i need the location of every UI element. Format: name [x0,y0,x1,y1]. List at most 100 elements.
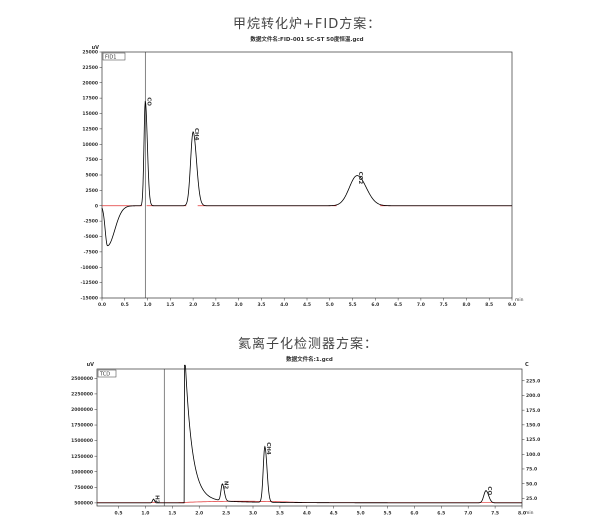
fid-x-tick-label: 5.5 [349,302,357,308]
hid-x-tick-label: 3.0 [249,511,257,517]
hid-y2-tick-label: 50.0 [526,481,537,487]
fid-y-tick-label: 10000 [82,142,98,148]
hid-y-tick-label: 1250000 [71,454,93,460]
fid-x-tick-label: 4.0 [280,302,288,308]
hid-x-tick-label: 4.0 [303,511,311,517]
fid-peak-label-co2: CO2 [357,172,363,185]
hid-legend-label: TCD [99,372,110,378]
hid-peak-label-co: CO [486,486,492,495]
fid-y-tick-label: 0 [95,203,98,209]
fid-legend-label: FID1 [105,55,116,61]
fid-x-tick-label: 8.0 [462,302,470,308]
fid-chart: 数据文件名:FID-001 SC-ST 50度恒温.gcd uV min FID1 -1… [80,35,523,308]
hid-x-tick-label: 6.5 [437,511,445,517]
hid-y2-tick-label: 75.0 [526,467,537,473]
fid-x-tick-label: 7.0 [417,302,425,308]
fid-y-tick-label: -10000 [80,265,98,271]
fid-legend-box [102,52,126,61]
hid-y-tick-label: 1750000 [71,423,93,429]
hid-peak-apex [221,484,223,486]
fid-y-tick-label: 20000 [82,80,98,86]
fid-chart-title: 数据文件名:FID-001 SC-ST 50度恒温.gcd [250,35,363,43]
fid-peak-apex [356,175,358,177]
hid-y-tick-label: 500000 [74,500,93,506]
fid-x-tick-label: 9.0 [508,302,516,308]
hid-y2-tick-label: 100.0 [526,452,540,458]
fid-y-tick-label: 2500 [85,188,98,194]
hid-peak-apex [485,490,487,491]
hid-signal-trace [97,364,522,504]
hid-x-tick-label: 2.0 [195,511,203,517]
hid-legend-box [97,369,117,378]
hid-y-tick-label: 1000000 [71,469,93,475]
fid-y-tick-label: -7500 [84,249,98,255]
fid-x-tick-label: 3.5 [257,302,265,308]
fid-x-tick-label: 0.5 [121,302,129,308]
fid-x-tick-label: 1.0 [144,302,152,308]
hid-y2-unit: C [525,362,529,368]
fid-x-tick-label: 1.5 [166,302,174,308]
fid-x-tick-label: 6.0 [371,302,379,308]
hid-scheme-heading: 氦离子化检测器方案： [238,337,379,352]
fid-y-tick-label: -12500 [80,280,98,286]
hid-x-tick-label: 4.5 [330,511,338,517]
hid-y2-tick-label: 25.0 [526,496,537,502]
fid-y-tick-label: 17500 [82,96,98,102]
hid-x-tick-label: 3.5 [276,511,284,517]
fid-x-tick-label: 8.5 [485,302,493,308]
hid-y-tick-label: 1500000 [71,438,93,444]
hid-y-tick-label: 2250000 [71,392,93,398]
fid-y-tick-label: 5000 [85,173,98,179]
fid-x-tick-label: 2.0 [189,302,197,308]
fid-y-unit: uV [92,45,100,51]
hid-x-tick-label: 1.0 [141,511,149,517]
fid-peak-apex [192,131,194,133]
fid-y-tick-label: 15000 [82,111,98,117]
hid-x-tick-label: 7.0 [464,511,472,517]
hid-chart-title: 数据文件名:1.gcd [286,355,333,363]
fid-x-tick-label: 3.0 [235,302,243,308]
fid-y-tick-label: -5000 [84,234,98,240]
hid-x-tick-label: 8.0 [518,511,526,517]
hid-y-tick-label: 750000 [74,485,93,491]
fid-peak-apex [144,100,146,102]
fid-x-tick-label: 7.5 [440,302,448,308]
hid-peak-label-n2: N2 [222,481,228,490]
hid-y2-tick-label: 200.0 [526,393,540,399]
hid-x-tick-label: 1.5 [168,511,176,517]
hid-x-unit: min [525,510,534,516]
fid-peak-label-ch4: CH4 [193,128,199,141]
fid-x-unit: min [515,297,524,303]
fid-scheme-heading: 甲烷转化炉+FID方案： [233,17,382,32]
hid-y2-tick-label: 125.0 [526,437,540,443]
fid-plot-frame [101,51,513,299]
fid-y-tick-label: 25000 [82,50,98,56]
hid-x-tick-label: 5.5 [384,511,392,517]
hid-x-tick-label: 2.5 [222,511,230,517]
hid-x-tick-label: 7.5 [491,511,499,517]
fid-y-tick-label: 12500 [82,126,98,132]
fid-y-tick-label: -2500 [84,219,98,225]
fid-y-tick-label: -15000 [80,296,98,302]
hid-y-tick-label: 2000000 [71,407,93,413]
hid-x-tick-label: 5.0 [357,511,365,517]
hid-y2-tick-label: 150.0 [526,422,540,428]
fid-x-tick-label: 6.5 [394,302,402,308]
fid-x-tick-label: 5.0 [326,302,334,308]
hid-y-tick-label: 2500000 [71,376,93,382]
fid-signal-trace [101,101,512,247]
hid-peak-label-ch4: CH4 [265,442,271,455]
hid-y2-tick-label: 175.0 [526,408,540,414]
fid-y-tick-label: 22500 [82,65,98,71]
fid-x-tick-label: 4.5 [303,302,311,308]
hid-x-tick-label: 0.5 [115,511,123,517]
hid-peak-apex [264,445,266,447]
fid-x-tick-label: 0.0 [98,302,106,308]
hid-y2-tick-label: 225.0 [526,378,540,384]
fid-x-tick-label: 2.5 [212,302,220,308]
fid-peak-label-co: CO [145,97,151,106]
hid-y-unit: uV [87,362,95,368]
